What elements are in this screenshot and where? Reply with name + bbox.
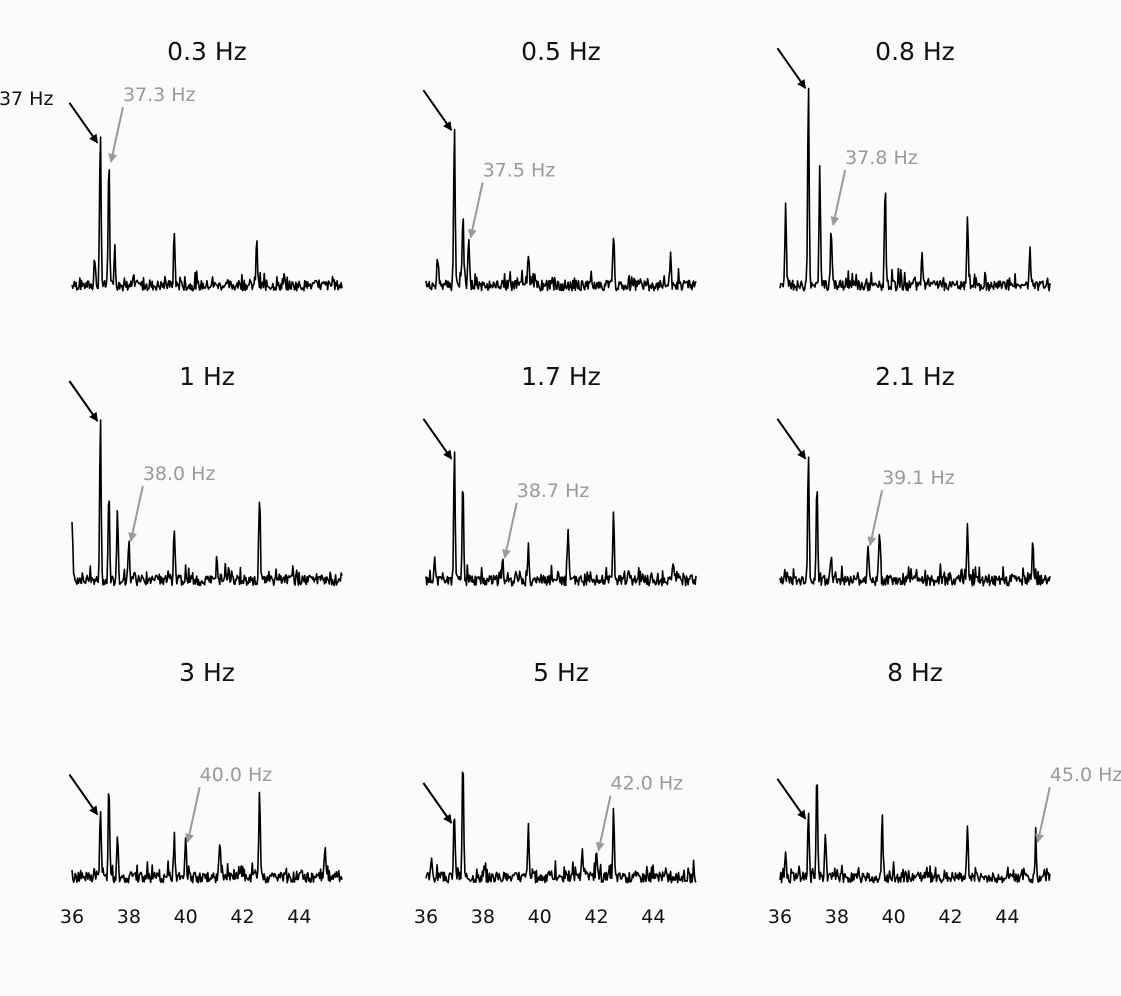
- reference-arrow: [68, 774, 99, 816]
- spectrum-trace: [779, 87, 1051, 292]
- x-tick-label: 36: [414, 906, 438, 928]
- x-tick-label: 36: [768, 906, 792, 928]
- panel-1: 0.3 Hz 37 Hz 37.3 Hz: [0, 37, 343, 292]
- target-label: 40.0 Hz: [200, 764, 273, 786]
- spectrum-trace: [71, 419, 343, 587]
- x-tick-label: 40: [882, 906, 906, 928]
- x-tick-label: 38: [471, 906, 495, 928]
- x-tick-label: 44: [995, 906, 1019, 928]
- panel-3: 0.8 Hz 37.8 Hz: [776, 37, 1051, 292]
- reference-label: 37 Hz: [0, 88, 53, 110]
- x-tick-label: 40: [174, 906, 198, 928]
- panel-4: 1 Hz 38.0 Hz: [68, 362, 343, 587]
- panel-5: 1.7 Hz 38.7 Hz: [422, 362, 697, 587]
- spectrum-trace: [779, 456, 1051, 587]
- spectrum-trace: [71, 136, 343, 292]
- reference-arrow: [776, 47, 807, 89]
- target-arrow: [185, 786, 201, 844]
- panel-7: 3 Hz 40.0 Hz 36 38 40 42 44: [60, 658, 343, 928]
- reference-arrow: [776, 778, 807, 820]
- reference-arrow: [422, 782, 453, 824]
- x-tick-label: 42: [230, 906, 254, 928]
- x-tick-label: 36: [60, 906, 84, 928]
- panel-title: 1.7 Hz: [521, 362, 601, 391]
- panel-title: 0.3 Hz: [167, 37, 247, 66]
- panel-title: 0.8 Hz: [875, 37, 955, 66]
- target-label: 42.0 Hz: [611, 773, 684, 795]
- target-arrow: [1035, 786, 1051, 844]
- target-arrow: [830, 169, 847, 226]
- target-label: 38.0 Hz: [143, 463, 216, 485]
- x-tick-label: 40: [528, 906, 552, 928]
- target-label: 45.0 Hz: [1050, 764, 1121, 786]
- reference-arrow: [68, 102, 99, 144]
- reference-arrow: [422, 418, 453, 460]
- panel-2: 0.5 Hz 37.5 Hz: [422, 37, 697, 292]
- x-tick-label: 38: [825, 906, 849, 928]
- reference-arrow: [422, 89, 453, 131]
- target-arrow: [108, 106, 124, 163]
- panel-8: 5 Hz 42.0 Hz 36 38 40 42 44: [414, 658, 697, 928]
- x-tick-label: 44: [641, 906, 665, 928]
- x-tick-label: 42: [938, 906, 962, 928]
- panel-title: 0.5 Hz: [521, 37, 601, 66]
- panel-title: 3 Hz: [179, 658, 235, 687]
- panel-title: 8 Hz: [887, 658, 943, 687]
- target-label: 37.3 Hz: [123, 84, 196, 106]
- panel-title: 1 Hz: [179, 362, 235, 391]
- panel-9: 8 Hz 45.0 Hz 36 38 40 42 44: [768, 658, 1121, 928]
- panel-title: 2.1 Hz: [875, 362, 955, 391]
- target-label: 38.7 Hz: [517, 480, 590, 502]
- x-tick-label: 44: [287, 906, 311, 928]
- x-tick-label: 38: [117, 906, 141, 928]
- target-arrow: [467, 182, 484, 239]
- x-tick-label: 42: [584, 906, 608, 928]
- panel-6: 2.1 Hz 39.1 Hz: [776, 362, 1051, 587]
- target-label: 39.1 Hz: [882, 467, 955, 489]
- target-label: 37.8 Hz: [845, 147, 918, 169]
- reference-arrow: [776, 418, 807, 460]
- spectrum-trace: [779, 784, 1051, 884]
- spectrum-trace: [425, 128, 697, 292]
- target-arrow: [867, 489, 884, 547]
- spectrum-trace: [425, 451, 697, 587]
- spectrum-trace: [425, 771, 697, 884]
- panel-title: 5 Hz: [533, 658, 589, 687]
- target-arrow: [595, 795, 612, 852]
- target-label: 37.5 Hz: [483, 160, 556, 182]
- target-arrow: [502, 502, 518, 559]
- target-arrow: [128, 485, 144, 542]
- reference-arrow: [68, 380, 99, 422]
- spectrum-trace: [71, 791, 343, 884]
